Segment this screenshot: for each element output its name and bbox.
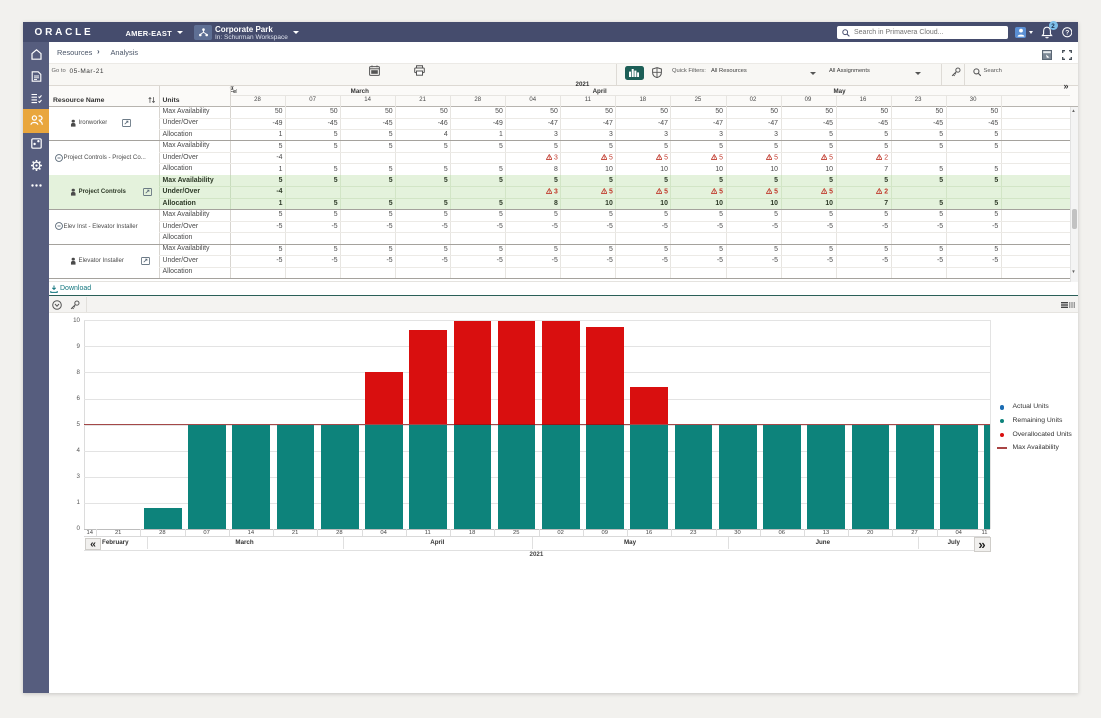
- svg-text:?: ?: [1065, 30, 1069, 37]
